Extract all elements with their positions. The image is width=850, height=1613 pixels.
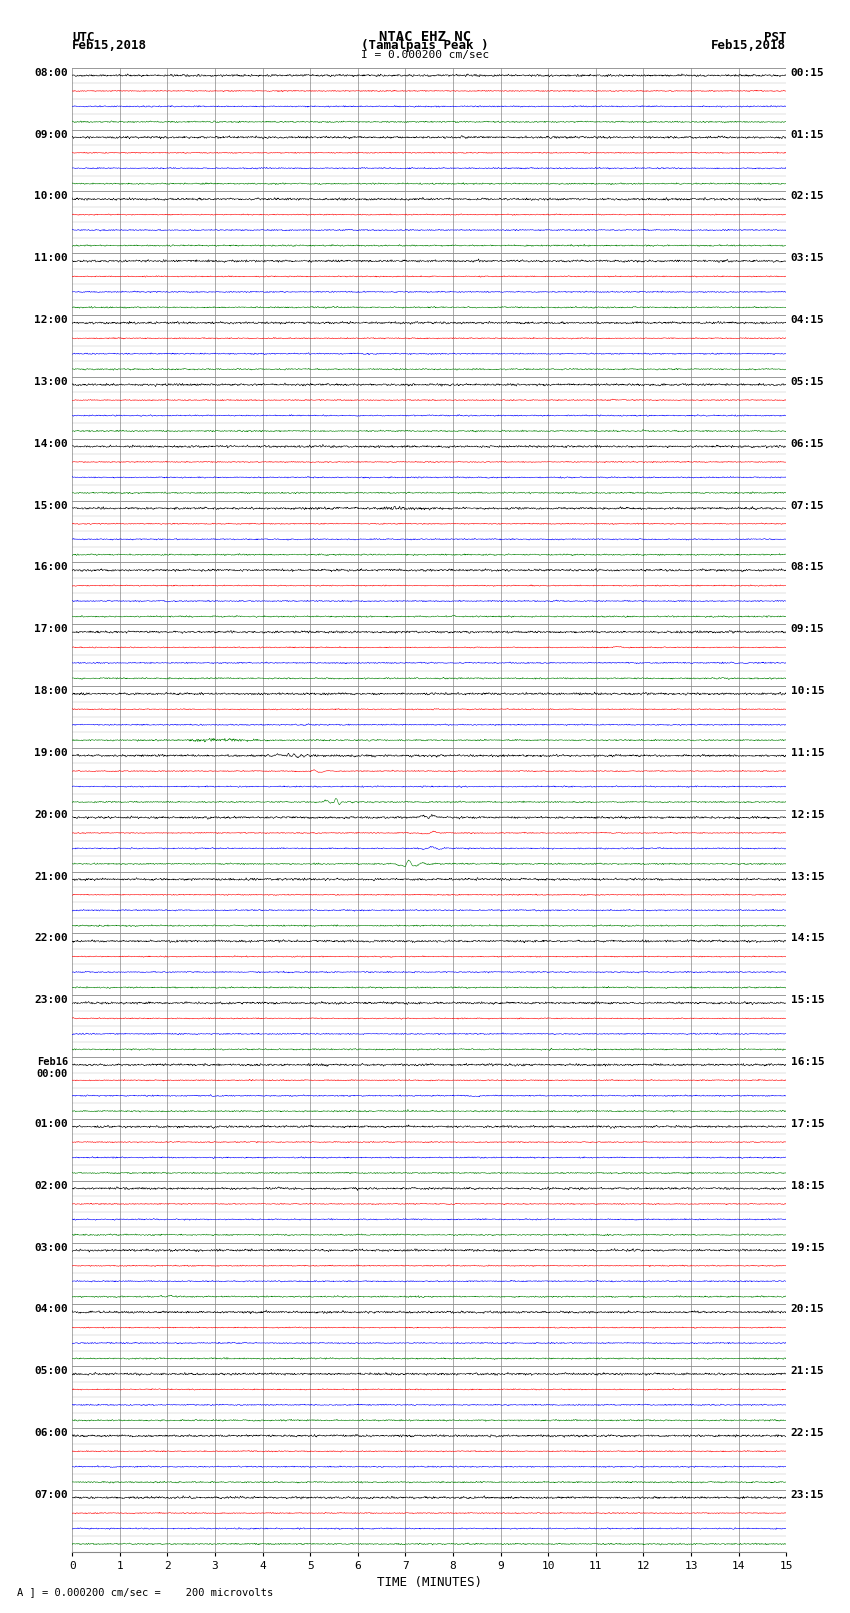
Text: 03:15: 03:15 (790, 253, 824, 263)
Text: 01:00: 01:00 (34, 1119, 68, 1129)
Text: Feb15,2018: Feb15,2018 (711, 39, 786, 52)
Text: 12:00: 12:00 (34, 315, 68, 326)
Text: 01:15: 01:15 (790, 129, 824, 140)
Text: 20:15: 20:15 (790, 1305, 824, 1315)
Text: 12:15: 12:15 (790, 810, 824, 819)
Text: 06:15: 06:15 (790, 439, 824, 448)
Text: 08:15: 08:15 (790, 563, 824, 573)
Text: UTC: UTC (72, 31, 94, 44)
Text: I = 0.000200 cm/sec: I = 0.000200 cm/sec (361, 50, 489, 60)
Text: 18:15: 18:15 (790, 1181, 824, 1190)
Text: 17:15: 17:15 (790, 1119, 824, 1129)
Text: 14:00: 14:00 (34, 439, 68, 448)
Text: 19:00: 19:00 (34, 748, 68, 758)
Text: 03:00: 03:00 (34, 1242, 68, 1253)
Text: 13:00: 13:00 (34, 377, 68, 387)
Text: 04:00: 04:00 (34, 1305, 68, 1315)
Text: 05:15: 05:15 (790, 377, 824, 387)
Text: 16:15: 16:15 (790, 1057, 824, 1068)
Text: 13:15: 13:15 (790, 871, 824, 882)
Text: 22:15: 22:15 (790, 1428, 824, 1439)
Text: 02:00: 02:00 (34, 1181, 68, 1190)
Text: Feb15,2018: Feb15,2018 (72, 39, 147, 52)
X-axis label: TIME (MINUTES): TIME (MINUTES) (377, 1576, 482, 1589)
Text: 23:15: 23:15 (790, 1490, 824, 1500)
Text: 18:00: 18:00 (34, 686, 68, 697)
Text: 06:00: 06:00 (34, 1428, 68, 1439)
Text: 20:00: 20:00 (34, 810, 68, 819)
Text: 21:00: 21:00 (34, 871, 68, 882)
Text: 10:15: 10:15 (790, 686, 824, 697)
Text: 10:00: 10:00 (34, 192, 68, 202)
Text: 00:15: 00:15 (790, 68, 824, 77)
Text: 23:00: 23:00 (34, 995, 68, 1005)
Text: PST: PST (764, 31, 786, 44)
Text: 11:15: 11:15 (790, 748, 824, 758)
Text: 15:15: 15:15 (790, 995, 824, 1005)
Text: 04:15: 04:15 (790, 315, 824, 326)
Text: 16:00: 16:00 (34, 563, 68, 573)
Text: 07:00: 07:00 (34, 1490, 68, 1500)
Text: A ] = 0.000200 cm/sec =    200 microvolts: A ] = 0.000200 cm/sec = 200 microvolts (17, 1587, 273, 1597)
Text: 21:15: 21:15 (790, 1366, 824, 1376)
Text: 15:00: 15:00 (34, 500, 68, 511)
Text: 09:00: 09:00 (34, 129, 68, 140)
Text: (Tamalpais Peak ): (Tamalpais Peak ) (361, 39, 489, 52)
Text: NTAC EHZ NC: NTAC EHZ NC (379, 29, 471, 44)
Text: 22:00: 22:00 (34, 934, 68, 944)
Text: 05:00: 05:00 (34, 1366, 68, 1376)
Text: 02:15: 02:15 (790, 192, 824, 202)
Text: 11:00: 11:00 (34, 253, 68, 263)
Text: Feb16
00:00: Feb16 00:00 (37, 1057, 68, 1079)
Text: 09:15: 09:15 (790, 624, 824, 634)
Text: 17:00: 17:00 (34, 624, 68, 634)
Text: 08:00: 08:00 (34, 68, 68, 77)
Text: 14:15: 14:15 (790, 934, 824, 944)
Text: 19:15: 19:15 (790, 1242, 824, 1253)
Text: 07:15: 07:15 (790, 500, 824, 511)
